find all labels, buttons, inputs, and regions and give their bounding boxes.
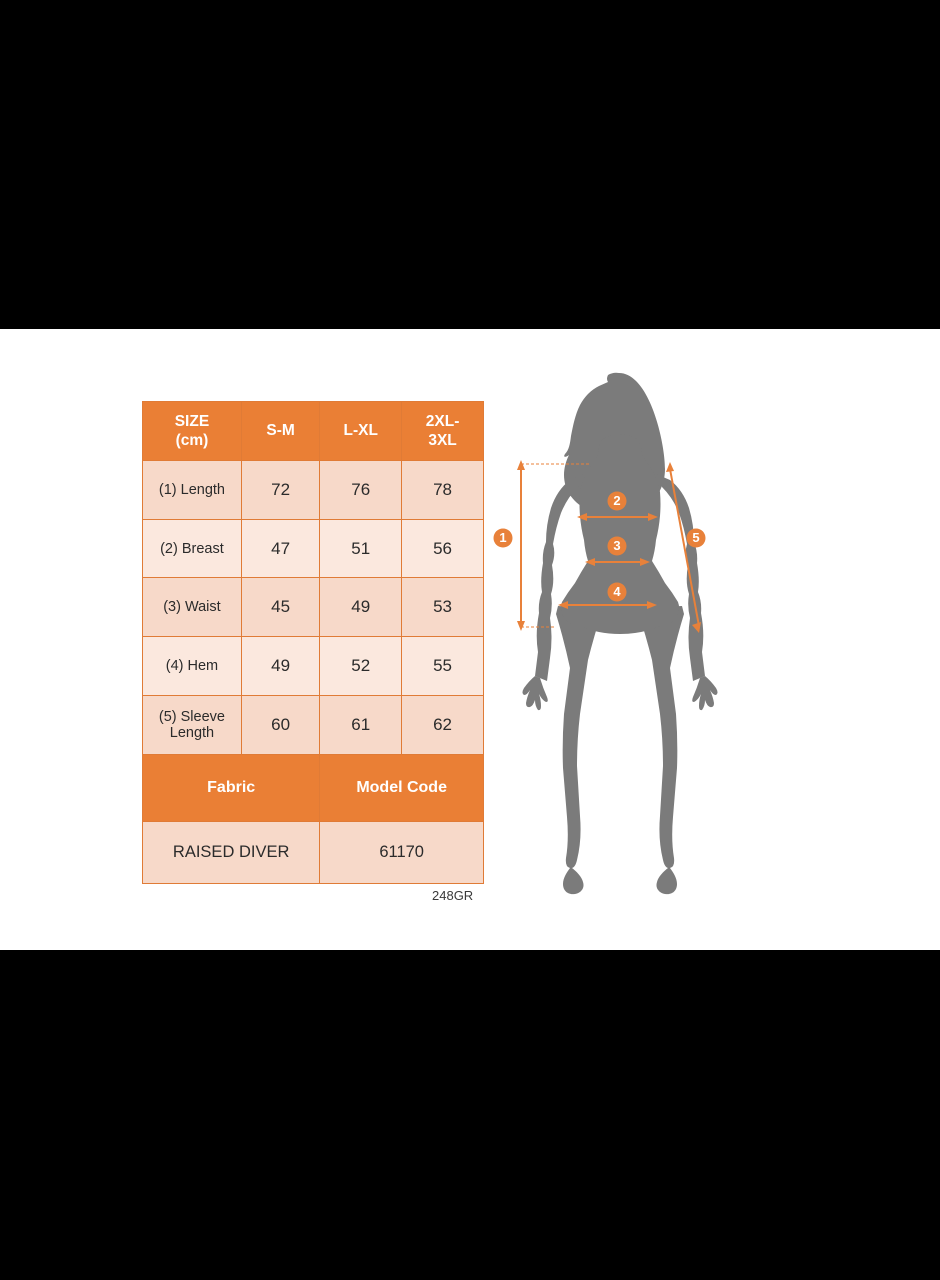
svg-text:1: 1 (499, 530, 506, 545)
svg-text:4: 4 (613, 584, 621, 599)
svg-text:5: 5 (692, 530, 699, 545)
svg-text:2: 2 (613, 493, 620, 508)
svg-text:3: 3 (613, 538, 620, 553)
